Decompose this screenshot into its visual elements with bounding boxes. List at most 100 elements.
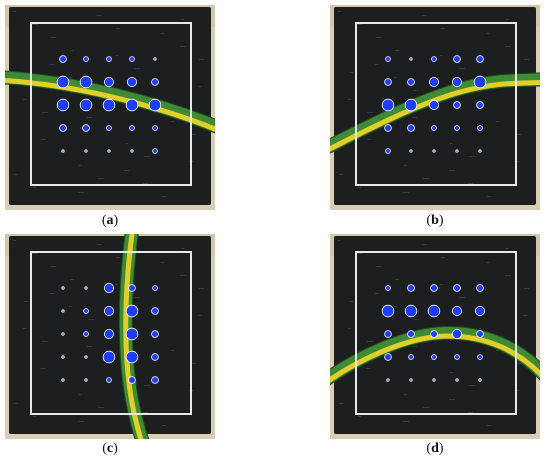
pressure-marker [102,350,116,364]
pad-scratch [23,99,26,100]
pressure-marker [151,353,159,361]
pad-scratch [98,407,104,408]
pad-scratch [41,368,46,369]
pressure-marker [478,378,482,382]
pad-scratch [144,385,150,386]
pressure-marker [476,55,484,63]
pad-scratch [459,68,465,69]
pad-scratch [69,306,72,307]
pad-scratch [357,24,363,25]
pad-scratch [339,403,343,404]
pressure-marker [430,284,438,292]
pad-scratch [449,399,455,400]
pad-scratch [97,244,102,245]
pressure-marker [106,377,112,383]
pad-scratch [23,328,26,329]
pressure-marker [409,57,413,61]
pressure-marker [129,125,135,131]
pressure-marker [432,149,436,153]
pad-scratch [413,90,419,91]
pad-scratch [181,248,184,249]
pressure-marker [56,75,70,89]
pad-scratch [32,253,38,254]
pressure-marker [407,330,415,338]
pad-scratch [450,372,453,373]
pressure-marker [431,354,437,360]
pad-scratch [403,192,409,193]
pad-scratch [404,394,407,395]
pressure-marker [427,304,441,318]
pressure-marker [84,149,88,153]
pad-scratch [523,315,527,316]
pressure-marker [106,56,112,62]
pad-scratch [349,72,353,73]
sensing-frame [30,22,192,186]
pressure-marker [384,353,392,361]
pressure-marker [61,149,65,153]
pad-scratch [440,284,443,285]
pressure-marker [104,77,115,88]
pad-scratch [412,346,417,347]
pad-scratch [348,328,351,329]
pressure-marker [83,308,89,314]
pad-scratch [171,350,174,351]
pressure-marker [453,55,461,63]
pressure-marker [59,124,67,132]
pad-scratch [41,139,46,140]
photo-c [5,234,215,439]
pressure-marker [429,77,440,88]
pad-scratch [358,187,361,188]
pressure-marker [102,98,116,112]
pressure-marker [407,284,415,292]
pressure-marker [125,327,139,341]
pad-scratch [349,301,353,302]
pad-scratch [162,196,166,197]
pad-scratch [24,301,28,302]
pad-scratch [143,183,148,184]
pressure-marker [130,149,134,153]
pressure-marker [431,125,437,131]
pad-scratch [375,64,379,65]
pad-scratch [367,112,373,113]
pad-scratch [505,275,511,276]
photo-panel-c [5,234,215,439]
pad-scratch [51,266,56,267]
pressure-marker [431,56,437,62]
pressure-marker [104,329,115,340]
pressure-marker [385,56,391,62]
caption-a: (a) [101,213,119,228]
pressure-marker [104,306,115,317]
photo-panel-b [330,5,540,210]
pad-scratch [70,279,74,280]
pad-scratch [450,143,453,144]
pad-scratch [61,354,66,355]
pad-scratch [69,77,72,78]
pad-scratch [440,55,443,56]
pad-scratch [506,248,509,249]
pad-scratch [171,121,174,122]
pad-scratch [366,139,371,140]
pressure-marker [83,331,89,337]
pad-scratch [469,156,475,157]
pressure-marker [404,304,418,318]
pad-scratch [79,165,82,166]
pad-scratch [376,266,381,267]
pressure-marker [84,378,88,382]
pressure-marker [452,329,463,340]
pressure-marker [381,98,395,112]
pad-scratch [422,244,427,245]
cable-green-stripe [330,73,540,153]
pressure-marker [407,78,415,86]
pressure-marker [453,101,461,109]
pad-scratch [78,192,84,193]
pad-scratch [78,421,84,422]
pad-scratch [358,416,361,417]
pad-scratch [51,37,56,38]
pad-scratch [506,19,509,20]
cable-yellow-stripe [330,80,540,152]
pad-scratch [134,297,140,298]
pad-scratch [162,425,166,426]
pressure-marker [107,149,111,153]
pressure-marker [61,286,65,290]
pad-scratch [423,178,429,179]
